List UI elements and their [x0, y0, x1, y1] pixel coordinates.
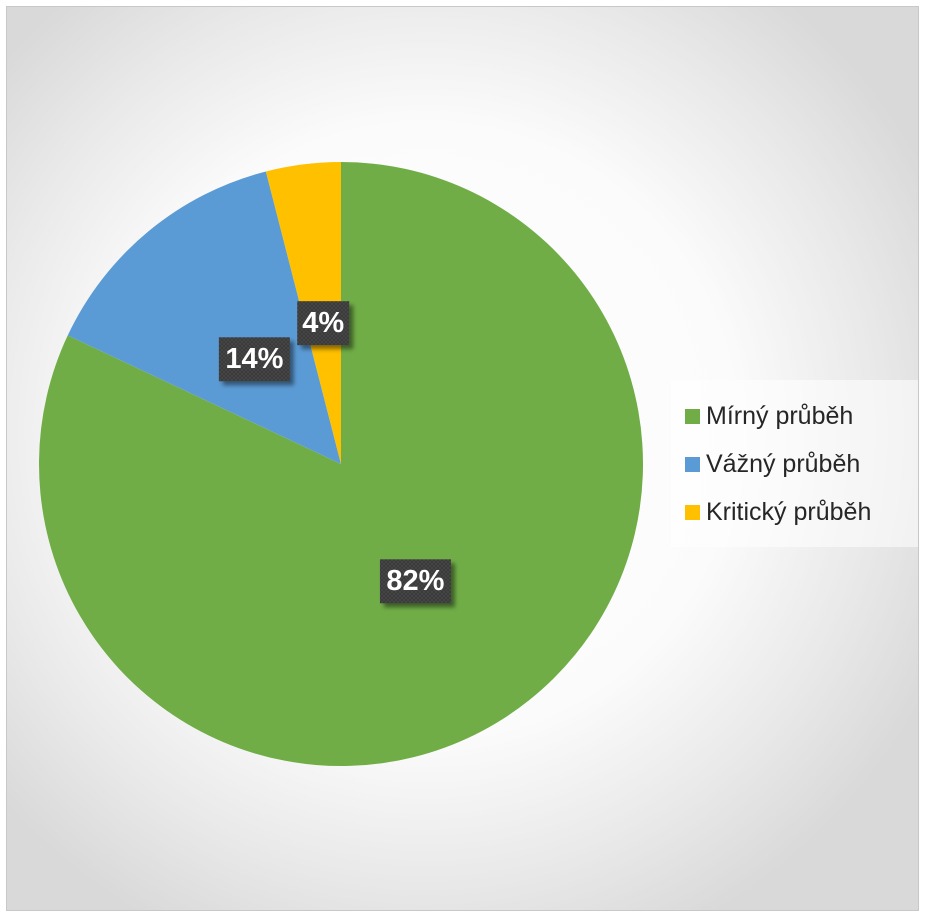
- legend-swatch: [685, 408, 700, 424]
- pie-slice-vazny-prubeh: [67, 171, 341, 464]
- legend: Mírný průběh Vážný průběh Kritický průbě…: [671, 380, 918, 547]
- chart-area: 82% 14% 4% Mírný průběh Vážný průběh Kriti…: [6, 6, 919, 911]
- legend-item-vazny-prubeh: Vážný průběh: [685, 448, 860, 480]
- data-label-text: 82%: [386, 565, 444, 597]
- legend-label: Mírný průběh: [706, 401, 854, 430]
- data-label-mirny-prubeh: 82%: [379, 559, 451, 604]
- pie-slice-mirny-prubeh: [38, 162, 643, 766]
- pie-chart: 82% 14% 4%: [38, 162, 643, 766]
- data-label-box: [379, 559, 451, 604]
- data-label-box: [218, 337, 290, 382]
- legend-item-mirny-prubeh: Mírný průběh: [685, 400, 853, 432]
- legend-label: Kritický průběh: [706, 497, 872, 526]
- legend-swatch: [685, 456, 700, 472]
- data-label-text: 4%: [302, 307, 344, 339]
- legend-swatch: [685, 504, 700, 520]
- data-label-box: [297, 301, 350, 346]
- data-label-kriticky-prubeh: 4%: [297, 301, 350, 346]
- data-label-text: 14%: [225, 343, 283, 375]
- legend-item-kriticky-prubeh: Kritický průběh: [685, 496, 871, 528]
- data-label-vazny-prubeh: 14%: [218, 337, 290, 382]
- legend-label: Vážný průběh: [706, 449, 861, 478]
